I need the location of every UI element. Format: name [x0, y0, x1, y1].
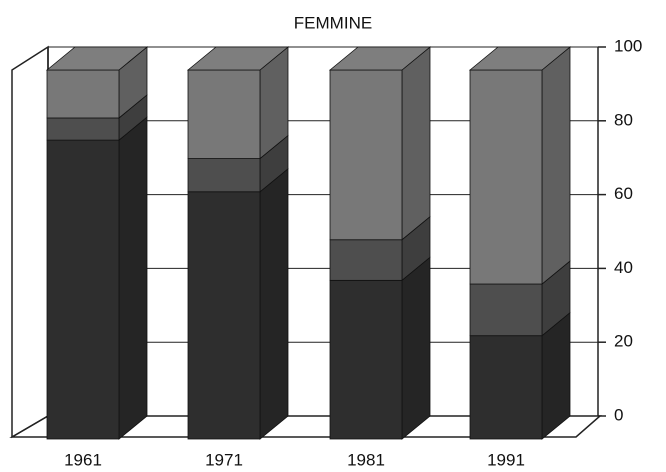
- bar-side: [259, 167, 289, 440]
- left-wall: [11, 45, 49, 439]
- chart-title: FEMMINE: [294, 13, 372, 32]
- bar: [187, 191, 261, 440]
- bar-side: [118, 116, 148, 440]
- x-tick-label: 1971: [205, 450, 243, 469]
- y-tick-label: 100: [614, 36, 642, 55]
- bar: [187, 158, 261, 193]
- x-tick-label: 1981: [347, 450, 385, 469]
- bar-side: [541, 46, 571, 285]
- bar: [469, 335, 543, 440]
- y-tick-label: 20: [614, 332, 633, 351]
- bar-side: [401, 46, 431, 241]
- bar: [46, 117, 120, 141]
- bar: [329, 279, 403, 440]
- y-tick-label: 60: [614, 184, 633, 203]
- bar: [46, 69, 120, 119]
- bar-side: [401, 256, 431, 440]
- bar: [187, 69, 261, 159]
- bar: [329, 239, 403, 281]
- bar-top: [45, 46, 149, 71]
- y-tick-label: 0: [614, 405, 623, 424]
- bar-top: [328, 46, 432, 71]
- x-tick-label: 1961: [64, 450, 102, 469]
- y-tick-label: 40: [614, 258, 633, 277]
- bar-top: [468, 46, 572, 71]
- y-tick-label: 80: [614, 110, 633, 129]
- bar-top: [186, 46, 290, 71]
- bar: [469, 69, 543, 285]
- bar: [469, 283, 543, 337]
- x-tick-label: 1991: [487, 450, 525, 469]
- bar: [46, 139, 120, 440]
- bar: [329, 69, 403, 241]
